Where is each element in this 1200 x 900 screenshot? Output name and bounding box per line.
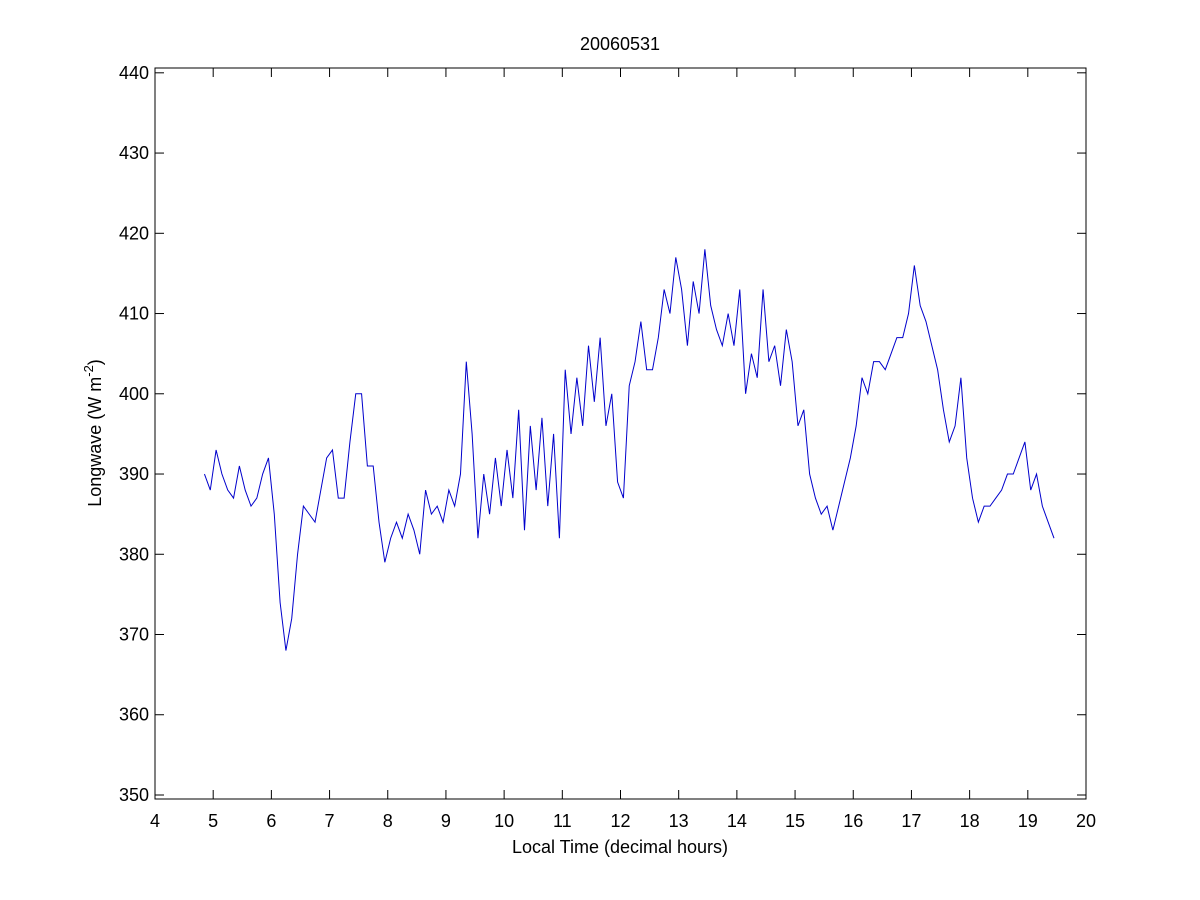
y-tick-label: 440	[119, 63, 149, 83]
y-tick-label: 410	[119, 304, 149, 324]
y-axis-label: Longwave (W m-2)	[81, 359, 105, 507]
y-tick-label: 420	[119, 223, 149, 243]
x-tick-label: 6	[266, 811, 276, 831]
y-tick-label: 350	[119, 785, 149, 805]
x-tick-label: 13	[669, 811, 689, 831]
y-tick-label: 390	[119, 464, 149, 484]
x-tick-label: 16	[843, 811, 863, 831]
x-tick-label: 14	[727, 811, 747, 831]
y-tick-label: 400	[119, 384, 149, 404]
y-label-sup: -2	[81, 365, 96, 377]
x-tick-label: 9	[441, 811, 451, 831]
x-axis-label: Local Time (decimal hours)	[512, 837, 728, 857]
x-tick-label: 4	[150, 811, 160, 831]
x-tick-label: 17	[901, 811, 921, 831]
y-tick-label: 360	[119, 705, 149, 725]
x-tick-label: 11	[553, 811, 572, 831]
y-label-end: )	[85, 359, 105, 365]
x-tick-label: 12	[610, 811, 630, 831]
y-tick-label: 370	[119, 625, 149, 645]
x-tick-label: 8	[383, 811, 393, 831]
chart-title: 20060531	[580, 34, 660, 54]
x-tick-label: 19	[1018, 811, 1038, 831]
y-label-text: Longwave (W m	[85, 377, 105, 507]
x-tick-label: 18	[960, 811, 980, 831]
x-tick-label: 10	[494, 811, 514, 831]
data-line	[203, 249, 1055, 651]
x-tick-label: 15	[785, 811, 805, 831]
y-tick-label: 380	[119, 544, 149, 564]
x-tick-label: 7	[325, 811, 335, 831]
x-tick-label: 5	[208, 811, 218, 831]
y-tick-label: 430	[119, 143, 149, 163]
x-tick-label: 20	[1076, 811, 1096, 831]
